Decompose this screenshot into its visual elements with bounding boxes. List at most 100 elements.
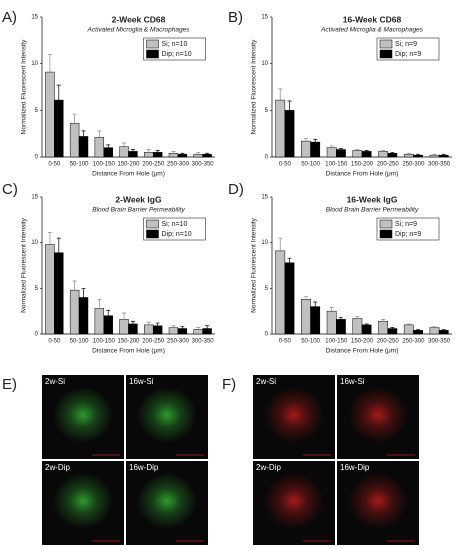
y-tick-label: 15 [261,195,268,201]
bar [144,152,154,158]
y-tick-label: 0 [35,155,39,161]
legend-swatch [379,219,393,229]
error-bar [278,88,283,101]
error-bar [303,137,308,142]
x-tick-label: 250-300 [402,162,425,168]
legend-label: Dip; n=9 [395,231,421,238]
chart-subtitle: Blood Brain Barrier Permeability [92,207,185,214]
legend-swatch [146,219,159,229]
error-bar [81,287,86,298]
bar [119,319,129,335]
legend-box [376,37,440,61]
x-tick-label: 300-350 [428,162,451,168]
legend-swatch [379,49,393,59]
tile-label: 2w-Si [256,377,276,386]
x-tick-label: 250-300 [167,162,190,168]
error-bar [338,317,343,320]
bar [413,154,423,158]
fluorescence [137,387,197,443]
x-tick-label: 200-250 [142,162,165,168]
bar [387,153,398,158]
y-tick-label: 15 [31,195,38,201]
bar [177,328,188,335]
y-axis-label: Normalized Fluorescent Intensity [251,39,258,134]
error-bar [432,153,437,156]
error-bar [313,301,318,307]
error-bar [146,321,151,325]
bar [152,325,163,335]
bar [54,252,64,335]
bar [128,323,138,335]
bar [193,153,203,158]
bar [310,306,321,335]
y-tick-label: 15 [261,15,268,21]
error-bar [381,319,386,322]
bar [78,136,89,158]
legend-box [143,37,206,61]
error-bar [196,327,201,330]
bar [177,153,188,158]
x-tick-label: 250-300 [402,339,425,345]
error-bar [196,151,201,155]
error-bar [146,149,151,153]
x-tick-label: 250-300 [167,339,190,345]
bar [413,330,423,335]
x-tick-label: 300-350 [192,162,215,168]
chart-subtitle: Activated Microglia & Macrophages [87,27,191,34]
bar [69,123,80,158]
y-tick-label: 5 [35,286,39,292]
x-tick-label: 150-200 [117,162,140,168]
error-bar [381,150,386,152]
error-bar [406,323,411,325]
x-tick-label: 200-250 [377,339,400,345]
x-tick-label: 0-50 [48,162,61,168]
error-bar [406,152,411,155]
fluorescence [348,473,408,529]
x-tick-label: 300-350 [428,339,451,345]
fluorescence [137,473,197,529]
x-tick-label: 200-250 [142,339,165,345]
error-bar [416,329,421,331]
error-bar [287,100,292,111]
x-tick-label: 200-250 [377,162,400,168]
error-bar [205,325,210,329]
tile-label: 16w-Si [129,377,154,386]
y-tick-label: 15 [31,15,38,21]
panel-letter: D) [228,181,244,198]
bar [429,154,440,158]
y-axis-label: Normalized Fluorescent Intensity [251,217,258,312]
bar [45,71,55,158]
legend-label: Dip; n=10 [162,231,192,238]
bar [152,152,163,158]
error-bar [171,151,176,154]
tile-label: 16w-Si [340,377,365,386]
bar [202,328,212,335]
bar [378,320,388,335]
x-tick-label: 50-100 [301,162,320,168]
bar [119,146,129,158]
error-bar [364,150,369,152]
bar [94,137,105,158]
chart-title: 2-Week CD68 [112,14,166,24]
error-bar [390,151,395,154]
x-tick-label: 0-50 [48,339,61,345]
bar [326,147,337,158]
tile-label: 16w-Dip [129,463,159,472]
bar [103,147,113,158]
error-bar [122,142,127,147]
error-bar [432,326,437,328]
error-bar [130,320,135,324]
panel-letter: F) [222,376,236,393]
chart-title: 2-Week IgG [115,194,162,204]
error-bar [106,144,111,148]
tile-label: 2w-Dip [45,463,70,472]
y-tick-label: 5 [35,108,39,114]
bar [284,262,295,335]
bar [168,327,179,335]
chart-subtitle: Activated Microglia & Macrophages [320,27,424,34]
bar [310,141,321,158]
bar [69,289,80,335]
bar [429,327,440,335]
error-bar [313,138,318,143]
